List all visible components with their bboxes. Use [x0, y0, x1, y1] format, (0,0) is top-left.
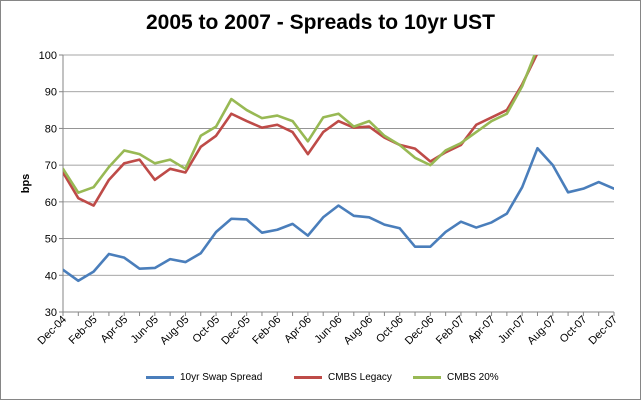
x-tick-label: Dec-07 [587, 314, 621, 348]
x-tick-label: Oct-06 [374, 314, 406, 346]
x-tick-label: Aug-06 [342, 314, 376, 348]
x-tick-label: Aug-07 [525, 314, 559, 348]
series-group [63, 55, 614, 283]
y-tick-label: 80 [45, 123, 57, 135]
chart-legend: 10yr Swap Spread CMBS Legacy CMBS 20% [1, 372, 640, 390]
y-axis-title: bps [20, 174, 32, 194]
y-tick-label: 90 [45, 87, 57, 99]
x-tick-label: Jun-07 [496, 314, 528, 346]
x-tick-label: Apr-07 [466, 314, 498, 346]
legend-label: 10yr Swap Spread [180, 372, 263, 383]
x-tick-label: Oct-07 [558, 314, 590, 346]
legend-item: 10yr Swap Spread [146, 372, 262, 383]
legend-item: CMBS 20% [413, 372, 499, 383]
x-tick-label: Feb-05 [67, 314, 100, 347]
x-tick-label: Feb-06 [250, 314, 283, 347]
x-tick-label: Dec-05 [219, 314, 253, 348]
x-tick-label: Apr-05 [99, 314, 131, 346]
series-line-cmbs-legacy [63, 55, 539, 207]
y-tick-label: 70 [45, 160, 57, 172]
legend-swatch [413, 376, 441, 379]
y-tick-label: 50 [45, 234, 57, 246]
x-tick-label: Feb-07 [434, 314, 467, 347]
series-line-cmbs-20- [63, 55, 536, 194]
x-tick-label: Jun-06 [312, 314, 344, 346]
y-tick-label: 30 [45, 307, 57, 319]
legend-label: CMBS Legacy [328, 372, 392, 383]
y-tick-label: 100 [39, 50, 57, 62]
x-tick-label: Aug-05 [158, 314, 192, 348]
chart-title: 2005 to 2007 - Spreads to 10yr UST [146, 11, 495, 34]
x-tick-label: Oct-05 [190, 314, 222, 346]
legend-item: CMBS Legacy [294, 372, 392, 383]
legend-label: CMBS 20% [447, 372, 499, 383]
legend-swatch [146, 376, 174, 379]
legend-swatch [294, 376, 322, 379]
x-tick-label: Dec-06 [403, 314, 437, 348]
x-tick-label: Apr-06 [282, 314, 314, 346]
y-tick-label: 60 [45, 197, 57, 209]
x-tick-label: Jun-05 [129, 314, 161, 346]
y-tick-label: 40 [45, 270, 57, 282]
